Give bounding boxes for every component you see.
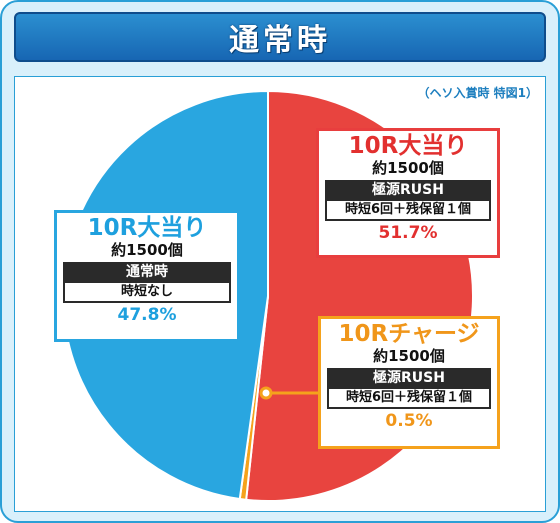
red-pct: 51.7% xyxy=(378,223,438,243)
chart-note: （ヘソ入賞時 特図1） xyxy=(417,86,538,100)
blue-detail: 時短なし xyxy=(65,283,229,301)
red-detail: 時短6回＋残保留１個 xyxy=(327,201,489,219)
blue-head: 10R大当り xyxy=(87,215,207,241)
orange-sub: 約1500個 xyxy=(373,347,445,365)
label-box-red: 10R大当り 約1500個 極源RUSH 時短6回＋残保留１個 51.7% xyxy=(316,128,500,258)
red-sub: 約1500個 xyxy=(372,159,444,177)
chart-title: 通常時 xyxy=(14,12,546,62)
red-head: 10R大当り xyxy=(348,133,468,159)
red-mode-box: 極源RUSH 時短6回＋残保留１個 xyxy=(325,180,491,221)
blue-pct: 47.8% xyxy=(117,305,177,325)
orange-mode: 極源RUSH xyxy=(373,370,445,386)
orange-leader-dot xyxy=(259,386,273,400)
blue-mode: 通常時 xyxy=(126,264,168,280)
orange-pct: 0.5% xyxy=(385,411,433,431)
orange-head: 10Rチャージ xyxy=(338,321,480,347)
orange-detail: 時短6回＋残保留１個 xyxy=(329,389,489,407)
red-mode: 極源RUSH xyxy=(372,182,444,198)
blue-mode-box: 通常時 時短なし xyxy=(63,262,231,303)
label-box-blue: 10R大当り 約1500個 通常時 時短なし 47.8% xyxy=(54,210,240,342)
orange-mode-box: 極源RUSH 時短6回＋残保留１個 xyxy=(327,368,491,409)
blue-sub: 約1500個 xyxy=(111,241,183,259)
label-box-orange: 10Rチャージ 約1500個 極源RUSH 時短6回＋残保留１個 0.5% xyxy=(318,316,500,449)
